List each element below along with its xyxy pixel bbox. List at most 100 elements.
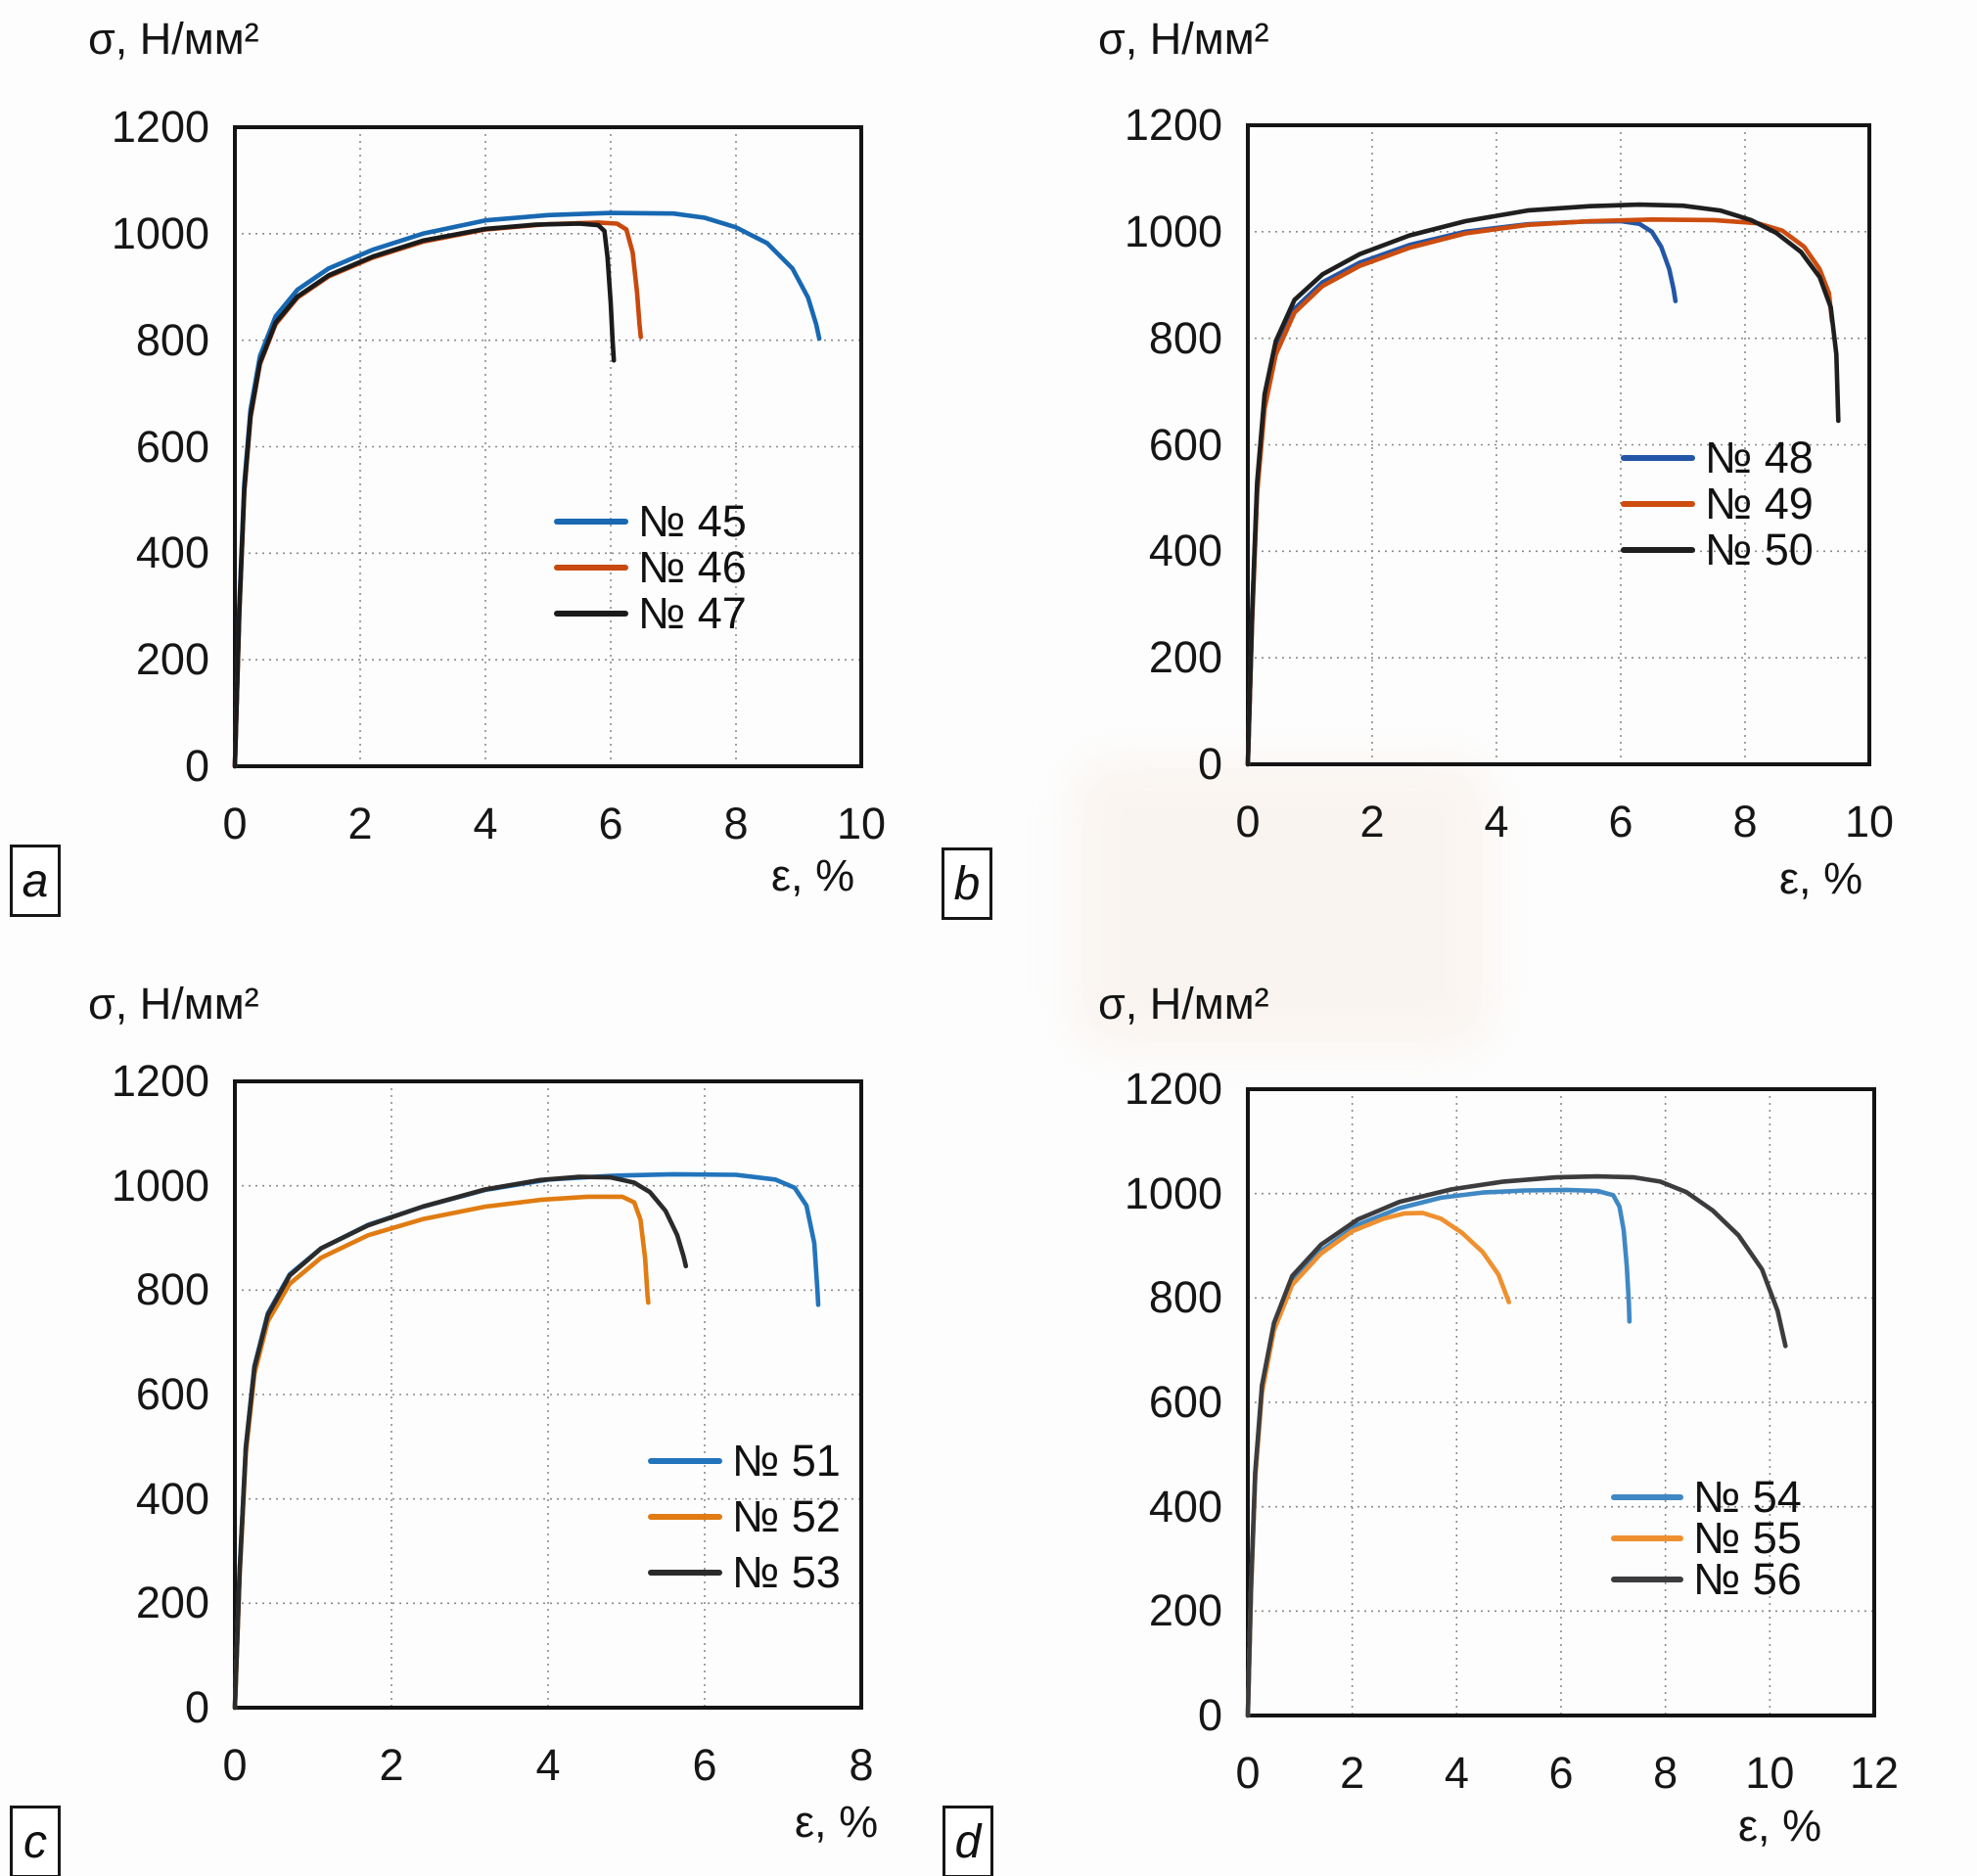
x-tick-label: 4 (473, 799, 498, 848)
y-tick-label: 1200 (1124, 1064, 1222, 1114)
x-tick-label: 10 (836, 799, 887, 848)
y-tick-label: 0 (184, 1682, 209, 1732)
x-tick-label: 8 (723, 799, 749, 848)
y-axis-title-c: σ, Н/мм² (88, 979, 259, 1029)
panel-letter-box-b: b (942, 847, 992, 920)
y-tick-label: 400 (135, 527, 209, 578)
y-tick-label: 600 (1148, 1377, 1222, 1427)
x-axis-title-d: ε, % (1738, 1801, 1822, 1851)
y-tick-label: 1000 (1124, 206, 1222, 256)
x-axis-title-c: ε, % (795, 1797, 879, 1847)
legend-line-swatch (1611, 1494, 1683, 1500)
legend-line-swatch (1621, 501, 1695, 507)
x-tick-label: 0 (1235, 797, 1261, 846)
legend-line-swatch (648, 1458, 722, 1464)
curve-№-47 (232, 221, 617, 769)
x-tick-label: 12 (1849, 1748, 1900, 1798)
y-tick-label: 800 (1148, 312, 1222, 363)
x-tick-label: 4 (1484, 797, 1509, 846)
legend-line-swatch (1621, 547, 1695, 553)
x-tick-label: 0 (222, 1740, 248, 1790)
y-tick-label: 800 (1148, 1272, 1222, 1323)
curve-№-56 (1245, 1173, 1788, 1718)
y-tick-label: 400 (135, 1473, 209, 1524)
legend-line-swatch (648, 1570, 722, 1576)
x-tick-label: 6 (692, 1740, 717, 1790)
grid-c (235, 1081, 861, 1708)
y-axis-title-a: σ, Н/мм² (88, 14, 259, 64)
y-tick-label: 1000 (111, 1160, 209, 1211)
x-tick-label: 6 (598, 799, 623, 848)
legend-label: № 47 (638, 588, 747, 638)
x-axis-title-b: ε, % (1779, 853, 1863, 903)
x-tick-label: 0 (222, 799, 248, 848)
y-tick-label: 200 (1148, 1585, 1222, 1636)
curve-№-53 (232, 1174, 689, 1711)
plot-border-d (1246, 1087, 1876, 1717)
grid-b (1248, 125, 1869, 764)
y-tick-label: 1000 (1124, 1167, 1222, 1218)
legend-line-swatch (1611, 1577, 1683, 1582)
legend-line-swatch (648, 1514, 722, 1520)
curve-№-51 (232, 1171, 821, 1711)
y-tick-label: 200 (1148, 632, 1222, 683)
x-tick-label: 10 (1745, 1748, 1795, 1798)
legend-line-swatch (554, 611, 628, 617)
y-tick-label: 200 (135, 634, 209, 685)
legend-line-swatch (1611, 1535, 1683, 1541)
y-tick-label: 800 (135, 314, 209, 365)
legend-line-swatch (554, 519, 628, 525)
legend-line-swatch (554, 565, 628, 571)
y-tick-label: 600 (135, 421, 209, 472)
x-axis-title-a: ε, % (771, 850, 855, 900)
y-axis-title-d: σ, Н/мм² (1098, 979, 1269, 1029)
legend-label: № 54 (1693, 1472, 1802, 1522)
curve-№-50 (1245, 202, 1841, 767)
x-tick-label: 10 (1844, 797, 1895, 846)
panel-letter-box-a: a (10, 845, 61, 917)
plot-border-a (233, 125, 863, 768)
legend-label: № 51 (732, 1436, 841, 1486)
x-tick-label: 2 (1340, 1748, 1365, 1798)
x-tick-label: 8 (849, 1740, 874, 1790)
legend-label: № 46 (638, 542, 747, 592)
curve-№-46 (232, 220, 643, 769)
x-tick-label: 2 (1359, 797, 1385, 846)
legend-label: № 50 (1705, 525, 1814, 574)
legend-label: № 56 (1693, 1554, 1802, 1604)
y-tick-label: 1200 (111, 102, 209, 152)
panel-letter-box-c: c (10, 1806, 61, 1876)
y-tick-label: 200 (135, 1578, 209, 1628)
legend-label: № 48 (1705, 433, 1814, 482)
legend-line-swatch (1621, 455, 1695, 461)
panel-letter-box-d: d (943, 1806, 993, 1876)
y-tick-label: 1200 (111, 1056, 209, 1106)
y-tick-label: 0 (1197, 1690, 1222, 1740)
grid-a (235, 127, 861, 766)
x-tick-label: 6 (1548, 1748, 1574, 1798)
legend-label: № 55 (1693, 1513, 1802, 1563)
y-tick-label: 400 (1148, 526, 1222, 576)
y-tick-label: 1000 (111, 207, 209, 258)
legend-label: № 53 (732, 1547, 841, 1597)
x-tick-label: 8 (1653, 1748, 1678, 1798)
y-axis-title-b: σ, Н/мм² (1098, 14, 1269, 64)
x-tick-label: 2 (379, 1740, 404, 1790)
x-tick-label: 6 (1608, 797, 1633, 846)
y-tick-label: 1200 (1124, 100, 1222, 150)
curve-№-48 (1245, 218, 1678, 767)
curve-№-49 (1245, 217, 1835, 767)
x-tick-label: 2 (347, 799, 373, 848)
scan-artifact-tint (1072, 758, 1493, 1052)
plot-border-b (1246, 123, 1871, 766)
y-tick-label: 0 (1197, 739, 1222, 789)
y-tick-label: 600 (1148, 419, 1222, 470)
y-tick-label: 400 (1148, 1481, 1222, 1532)
x-tick-label: 8 (1732, 797, 1758, 846)
y-tick-label: 600 (135, 1369, 209, 1419)
x-tick-label: 4 (535, 1740, 561, 1790)
curve-№-52 (232, 1194, 651, 1711)
legend-label: № 52 (732, 1491, 841, 1541)
